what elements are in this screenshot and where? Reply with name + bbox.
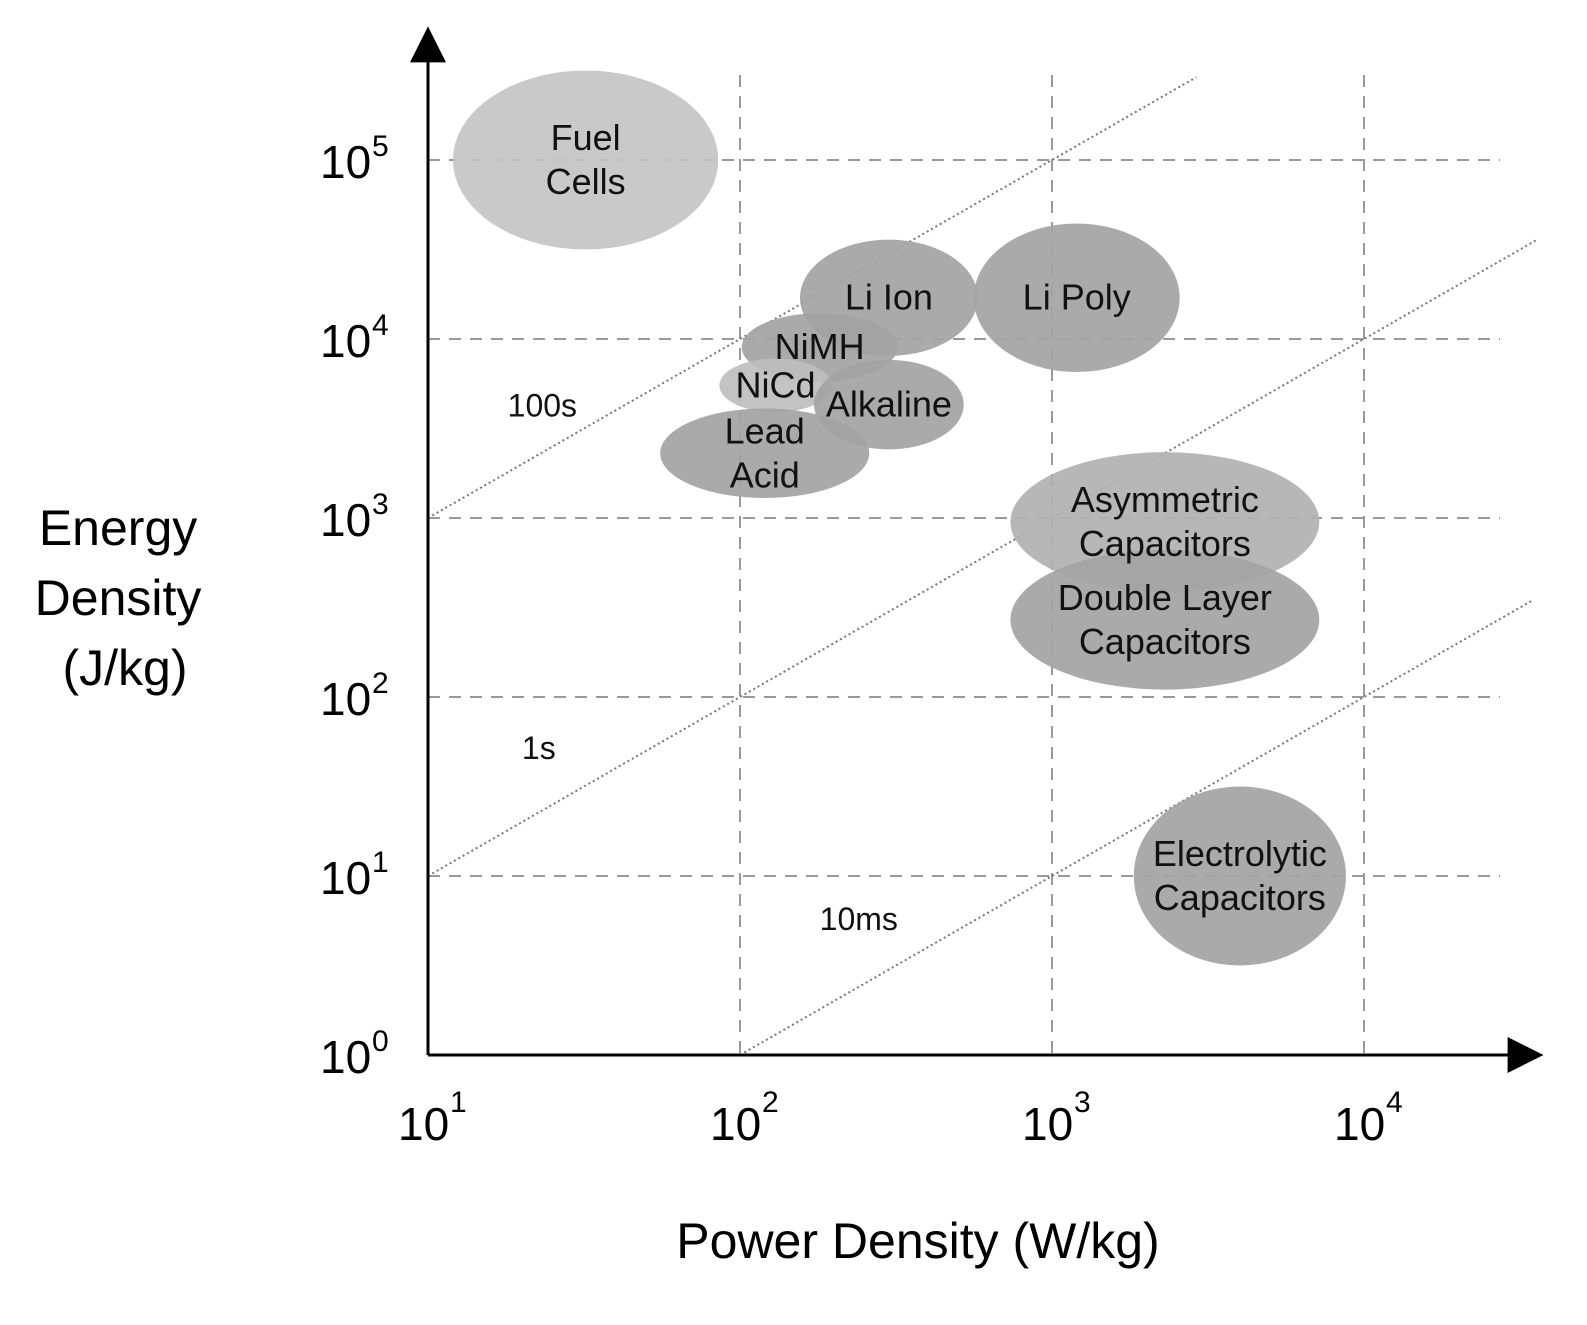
region-label-li-poly: Li Poly: [1023, 277, 1131, 318]
time-constant-lines: [427, 76, 1539, 1056]
y-axis-title: Energy Density (J/kg): [35, 500, 216, 696]
region-label-line: Double Layer: [1058, 577, 1272, 618]
time-label-1s: 1s: [522, 730, 556, 766]
tick-labels: 10 010 110 210 310 410 510 1 10 2 10 3 10 4: [320, 130, 1403, 1150]
region-li-poly: [973, 223, 1180, 373]
region-electrolytic-capacitors: [1133, 786, 1346, 966]
region-label-line: Capacitors: [1154, 877, 1326, 918]
y-tick-exponent: 1: [372, 846, 389, 879]
x-tick-label: 10: [398, 1098, 449, 1150]
region-fuel-cells: [453, 70, 719, 250]
region-label-fuel-cells: Fuel Cells: [546, 117, 626, 202]
x-tick-exponent: 2: [762, 1086, 779, 1119]
y-tick-label: 10: [320, 852, 371, 904]
region-label-line: Asymmetric: [1071, 479, 1259, 520]
y-tick-label: 10: [320, 1031, 371, 1083]
y-tick-exponent: 0: [372, 1025, 389, 1058]
y-axis-title-line: Energy: [39, 500, 197, 556]
y-axis-title-line: (J/kg): [63, 640, 188, 696]
y-tick-label: 10: [320, 494, 371, 546]
region-label-line: Fuel: [551, 117, 621, 158]
region-double-layer-capacitors: [1010, 549, 1320, 690]
y-tick-exponent: 4: [372, 309, 389, 342]
y-tick-exponent: 5: [372, 130, 389, 163]
x-tick-exponent: 4: [1386, 1086, 1403, 1119]
region-label-line: Alkaline: [826, 384, 952, 425]
y-axis-title-line: Density: [35, 570, 202, 626]
region-label-alkaline: Alkaline: [826, 384, 952, 425]
y-tick-exponent: 2: [372, 667, 389, 700]
x-tick-label: 10: [1022, 1098, 1073, 1150]
x-tick-exponent: 3: [1074, 1086, 1091, 1119]
region-alkaline: [813, 359, 964, 450]
region-label-line: Li Ion: [845, 277, 933, 318]
regions: [453, 70, 1346, 966]
region-label-line: Lead: [725, 410, 805, 451]
time-line-1s: [427, 238, 1539, 877]
region-label-line: NiMH: [775, 326, 865, 367]
region-label-line: Cells: [546, 161, 626, 202]
x-tick-label: 10: [710, 1098, 761, 1150]
y-tick-label: 10: [320, 136, 371, 188]
region-label-electrolytic-capacitors: Electrolytic Capacitors: [1153, 833, 1327, 918]
region-label-asymmetric-capacitors: Asymmetric Capacitors: [1071, 479, 1259, 564]
time-label-100s: 100s: [508, 387, 577, 423]
x-tick-exponent: 1: [450, 1086, 467, 1119]
region-label-nimh: NiMH: [775, 326, 865, 367]
y-tick-label: 10: [320, 673, 371, 725]
axes: [410, 26, 1544, 1073]
region-label-line: NiCd: [736, 364, 816, 405]
region-label-line: Acid: [730, 454, 800, 495]
region-label-nicd: NiCd: [736, 364, 816, 405]
region-asymmetric-capacitors: [1010, 452, 1320, 592]
x-axis-title: Power Density (W/kg): [676, 1213, 1159, 1269]
x-tick-label: 10: [1334, 1098, 1385, 1150]
region-label-line: Electrolytic: [1153, 833, 1327, 874]
region-label-double-layer-capacitors: Double Layer Capacitors: [1058, 577, 1272, 662]
region-label-line: Li Poly: [1023, 277, 1131, 318]
region-label-lead-acid: Lead Acid: [725, 410, 805, 495]
region-lead-acid: [660, 408, 870, 499]
y-tick-label: 10: [320, 315, 371, 367]
y-tick-exponent: 3: [372, 488, 389, 521]
region-label-li-ion: Li Ion: [845, 277, 933, 318]
region-label-line: Capacitors: [1079, 621, 1251, 662]
region-nicd: [719, 358, 832, 413]
region-label-line: Capacitors: [1079, 523, 1251, 564]
time-label-10ms: 10ms: [820, 901, 898, 937]
